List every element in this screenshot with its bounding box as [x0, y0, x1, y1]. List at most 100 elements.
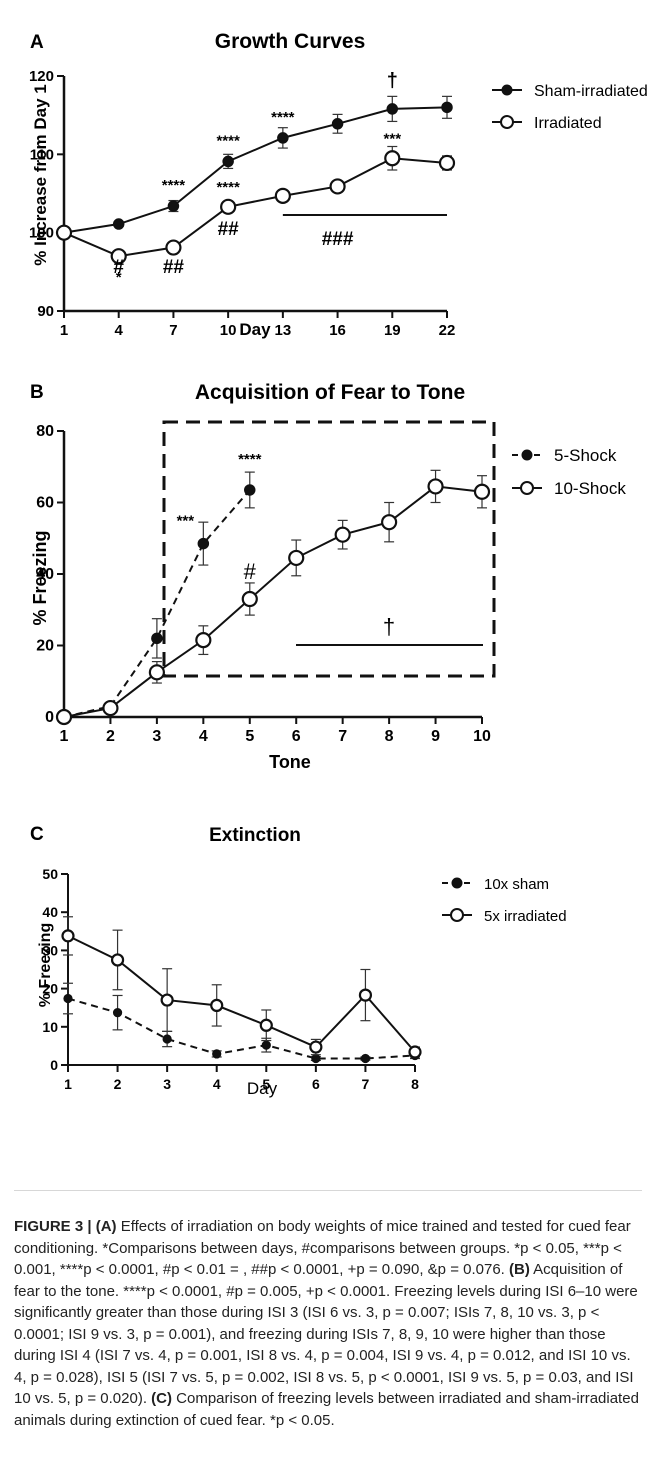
y-tick-label: 120	[29, 68, 54, 85]
x-tick-label: 16	[329, 322, 346, 339]
x-tick-label: 1	[60, 322, 68, 339]
data-point	[212, 1049, 222, 1059]
legend-marker	[521, 449, 533, 461]
y-tick-label: 50	[42, 866, 58, 882]
data-point	[381, 514, 398, 531]
hash-mark: ###	[322, 229, 354, 250]
data-point	[162, 1034, 172, 1044]
data-point	[160, 993, 174, 1007]
caption-separator	[14, 1190, 642, 1191]
data-point	[63, 993, 73, 1004]
significance-mark: ****	[216, 179, 240, 196]
x-tick-label: 13	[275, 322, 292, 339]
data-point	[277, 132, 289, 144]
caption-text-a: Effects of irradiation on body weights o…	[14, 1218, 631, 1278]
x-tick-label: 2	[106, 728, 115, 745]
data-point	[261, 1040, 271, 1050]
series-line-1	[63, 157, 448, 258]
data-point	[288, 549, 305, 567]
x-tick-label: 8	[411, 1076, 419, 1092]
panel-c-xlabel: Day	[247, 1079, 278, 1098]
data-point	[309, 1040, 323, 1054]
y-tick-label: 30	[42, 942, 58, 958]
legend-label: 5x irradiated	[484, 908, 567, 925]
caption-text-c: Comparison of freezing levels between ir…	[14, 1390, 639, 1429]
panel-c-ylabel: % Freezing	[37, 923, 54, 1007]
data-point	[197, 537, 210, 550]
figure-caption: FIGURE 3 | (A) Effects of irradiation on…	[14, 1216, 640, 1431]
data-point	[148, 664, 165, 681]
data-point	[241, 590, 258, 608]
data-point	[427, 478, 444, 495]
significance-mark: ***	[177, 513, 195, 530]
data-point	[384, 150, 401, 167]
y-tick-label: 110	[30, 146, 54, 163]
panel-b-letter: B	[30, 382, 44, 403]
series-line-0	[63, 106, 448, 234]
significance-mark: ***	[384, 130, 402, 147]
x-tick-label: 6	[312, 1076, 320, 1092]
y-tick-label: 60	[36, 495, 54, 512]
x-tick-label: 22	[439, 322, 456, 339]
caption-label-b: (B)	[509, 1261, 530, 1278]
x-tick-label: 19	[384, 322, 401, 339]
legend-marker	[520, 481, 534, 495]
legend-label: Irradiated	[534, 115, 602, 132]
data-point	[244, 484, 256, 496]
hash-mark: ##	[163, 257, 185, 278]
x-tick-label: 8	[385, 728, 394, 745]
data-point	[408, 1045, 422, 1059]
legend-label: 5-Shock	[554, 446, 617, 465]
data-point	[110, 248, 127, 265]
data-point	[329, 178, 346, 195]
x-tick-label: 3	[163, 1076, 171, 1092]
data-point	[386, 103, 399, 115]
series-line-1	[63, 485, 483, 718]
y-tick-label: 20	[36, 638, 54, 655]
data-point	[55, 708, 73, 726]
legend-label: Sham-irradiated	[534, 83, 648, 100]
y-tick-label: 40	[36, 566, 54, 583]
data-point	[358, 988, 373, 1002]
panel-a-growth-curves: A Growth Curves % Increase from Day 1 Da…	[29, 30, 648, 339]
panel-b-dagger: †	[383, 614, 395, 639]
panel-c-extinction: C Extinction % Freezing Day 01020304050 …	[30, 824, 567, 1098]
data-point	[311, 1053, 321, 1064]
hash-mark: ##	[218, 219, 240, 240]
panel-a-xlabel: Day	[239, 320, 271, 339]
y-tick-label: 90	[37, 303, 54, 320]
panel-b-acquisition: B Acquisition of Fear to Tone % Freezing…	[30, 381, 626, 772]
x-tick-label: 3	[152, 728, 161, 745]
legend-marker	[450, 908, 464, 922]
panel-b-xlabel: Tone	[269, 752, 311, 772]
significance-mark: ****	[162, 177, 186, 194]
data-point	[110, 953, 125, 967]
caption-text-b: Acquisition of fear to the tone. ****p <…	[14, 1261, 638, 1407]
data-point	[331, 118, 344, 130]
y-tick-label: 10	[42, 1019, 58, 1035]
data-point	[112, 218, 125, 230]
x-tick-label: 1	[64, 1076, 72, 1092]
data-point	[441, 101, 453, 114]
significance-mark: ****	[238, 451, 262, 468]
y-tick-label: 40	[42, 904, 58, 920]
panel-b-dashed-box	[162, 420, 496, 678]
x-tick-label: 7	[362, 1076, 370, 1092]
x-tick-label: 9	[431, 728, 440, 745]
y-tick-label: 0	[45, 709, 54, 726]
data-point	[360, 1053, 371, 1064]
significance-mark: ****	[271, 109, 295, 126]
legend-marker	[500, 115, 514, 129]
panel-c-letter: C	[30, 824, 44, 845]
y-tick-label: 80	[36, 423, 54, 440]
data-point	[210, 998, 224, 1013]
panel-a-ylabel: % Increase from Day 1	[31, 84, 50, 265]
data-point	[334, 526, 351, 543]
x-tick-label: 10	[473, 728, 491, 745]
panel-c-title: Extinction	[209, 825, 301, 846]
x-tick-label: 4	[115, 322, 124, 339]
panel-a-title: Growth Curves	[215, 30, 366, 53]
data-point	[220, 198, 237, 215]
x-tick-label: 2	[114, 1076, 122, 1092]
